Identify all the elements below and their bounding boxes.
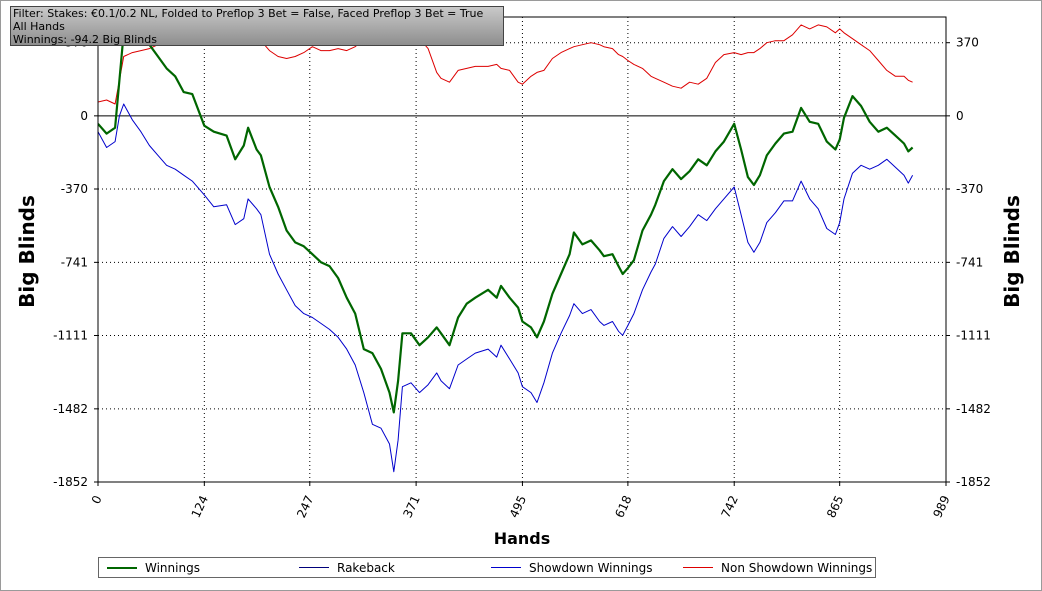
legend-label-showdown: Showdown Winnings	[529, 560, 653, 575]
winnings-text: Winnings: -94.2 Big Blinds	[13, 33, 157, 46]
legend-item-winnings[interactable]: Winnings	[107, 558, 200, 577]
legend-item-showdown[interactable]: Showdown Winnings	[491, 558, 653, 577]
filter-text: Filter: Stakes: €0.1/0.2 NL, Folded to P…	[13, 7, 484, 20]
series-line-showdown-winnings	[98, 103, 914, 473]
y-tick-label-right: -741	[956, 255, 983, 269]
hands-text: All Hands	[13, 20, 65, 33]
x-tick-label: 742	[719, 493, 741, 520]
x-tick-label: 124	[189, 493, 211, 520]
y-tick-label-right: 370	[956, 36, 979, 50]
legend-item-rakeback[interactable]: Rakeback	[299, 558, 395, 577]
x-tick-label: 247	[294, 493, 316, 520]
grid-layer	[97, 17, 947, 483]
legend-swatch-rakeback	[299, 567, 329, 568]
y-tick-label-left: 0	[80, 109, 88, 123]
y-tick-label-left: -1482	[53, 402, 88, 416]
y-tick-label-right: -370	[956, 182, 983, 196]
chart-legend[interactable]: Winnings Rakeback Showdown Winnings Non …	[98, 557, 876, 578]
filter-info-box: Filter: Stakes: €0.1/0.2 NL, Folded to P…	[10, 6, 504, 46]
y-tick-label-right: 0	[956, 109, 964, 123]
legend-label-rakeback: Rakeback	[337, 560, 395, 575]
legend-label-non-showdown: Non Showdown Winnings	[721, 560, 873, 575]
series-line-winnings	[98, 21, 914, 414]
x-tick-label: 865	[824, 493, 846, 520]
x-tick-label: 989	[930, 493, 952, 520]
legend-swatch-winnings	[107, 566, 137, 569]
x-tick-label: 495	[507, 493, 529, 520]
y-axis-title-right: Big Blinds	[1000, 195, 1024, 308]
legend-item-non-showdown[interactable]: Non Showdown Winnings	[683, 558, 872, 577]
y-axis-title-left: Big Blinds	[15, 195, 39, 308]
x-tick-label: 371	[400, 493, 422, 520]
y-tick-label-right: -1111	[956, 329, 991, 343]
x-axis-title: Hands	[494, 529, 551, 548]
x-tick-label: 618	[612, 493, 634, 520]
y-tick-label-left: -1111	[53, 329, 88, 343]
legend-swatch-showdown	[491, 567, 521, 568]
legend-swatch-non-showdown	[683, 567, 713, 568]
y-tick-label-right: -1852	[956, 475, 991, 489]
legend-label-winnings: Winnings	[145, 560, 200, 575]
y-tick-label-left: -741	[61, 255, 88, 269]
y-tick-label-left: -1852	[53, 475, 88, 489]
y-tick-label-right: -1482	[956, 402, 991, 416]
y-tick-label-left: -370	[61, 182, 88, 196]
series-layer	[98, 21, 914, 473]
x-tick-label: 0	[89, 493, 105, 506]
